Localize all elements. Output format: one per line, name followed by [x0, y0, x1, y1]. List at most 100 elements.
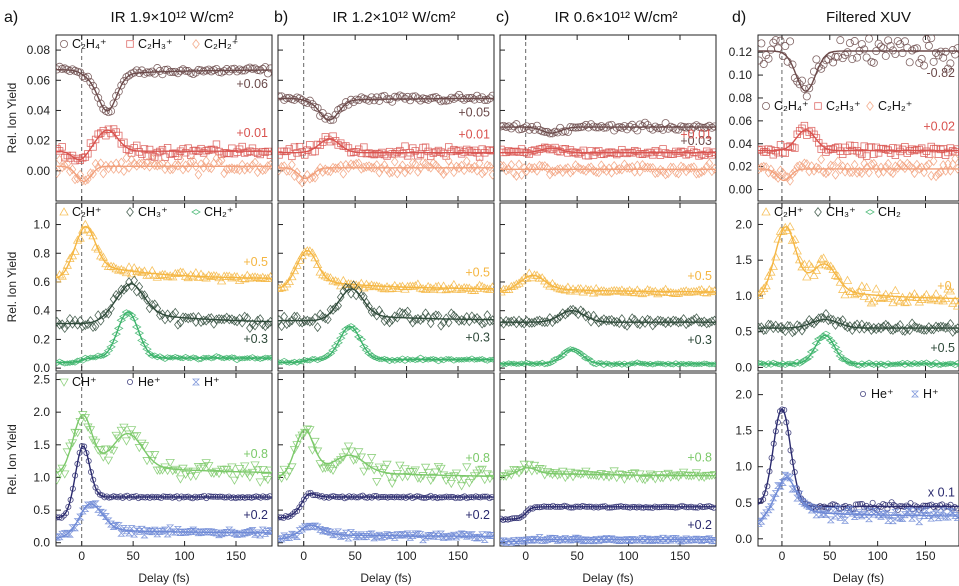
- data-point: [710, 536, 716, 544]
- offset-label: +0.03: [680, 134, 712, 148]
- series-c2h2: [278, 155, 494, 188]
- data-point: [843, 162, 852, 173]
- data-point: [477, 465, 487, 474]
- y-tick-label: 2.0: [735, 388, 752, 402]
- data-point: [831, 169, 840, 180]
- y-tick-label: 2.0: [33, 405, 50, 419]
- data-point: [370, 150, 378, 159]
- data-point: [903, 149, 912, 157]
- data-point: [517, 169, 526, 180]
- data-point: [581, 536, 590, 544]
- data-point: [232, 272, 242, 281]
- data-point: [424, 161, 432, 172]
- data-point: [607, 120, 616, 129]
- data-point: [108, 446, 119, 456]
- data-point: [937, 145, 945, 154]
- y-tick-label: 1.5: [735, 424, 752, 438]
- data-point: [805, 128, 813, 136]
- data-point: [600, 150, 608, 159]
- data-point: [858, 168, 866, 179]
- legend-marker: [191, 209, 201, 215]
- data-point: [321, 313, 330, 324]
- data-point: [710, 504, 716, 511]
- data-point: [771, 36, 780, 45]
- data-point: [331, 163, 340, 174]
- x-tick-label: 150: [670, 549, 690, 563]
- data-point: [769, 38, 778, 47]
- data-point: [278, 535, 286, 543]
- data-point: [766, 45, 775, 54]
- data-point: [224, 469, 235, 478]
- data-point: [199, 149, 208, 157]
- data-point: [206, 271, 217, 280]
- data-point: [451, 469, 462, 478]
- data-point: [600, 314, 608, 325]
- data-point: [91, 86, 100, 95]
- data-point: [442, 166, 450, 177]
- data-point: [933, 295, 944, 305]
- data-point: [452, 495, 459, 502]
- data-point: [615, 164, 624, 174]
- data-point: [300, 316, 309, 326]
- data-point: [576, 164, 585, 175]
- data-point: [886, 149, 895, 157]
- data-point: [284, 276, 295, 286]
- data-point: [625, 317, 634, 328]
- data-point: [781, 42, 790, 51]
- legend-label: CH⁺: [72, 375, 97, 389]
- data-point: [117, 81, 126, 90]
- data-point: [65, 503, 72, 510]
- data-point: [351, 455, 361, 464]
- data-point: [874, 149, 883, 157]
- series-c2h2: [500, 158, 716, 181]
- data-point: [548, 145, 557, 154]
- data-point: [344, 162, 353, 173]
- data-point: [130, 144, 138, 152]
- offset-label: +0.02: [923, 120, 955, 134]
- data-point: [452, 93, 461, 102]
- data-point: [89, 143, 97, 151]
- series-c2h4: [56, 62, 272, 117]
- data-point: [943, 284, 953, 293]
- data-point: [456, 482, 467, 491]
- data-point: [800, 499, 809, 507]
- panel-title: Filtered XUV: [826, 9, 911, 26]
- data-point: [385, 147, 394, 156]
- data-point: [669, 315, 678, 326]
- data-point: [444, 317, 453, 328]
- data-point: [320, 464, 331, 473]
- data-point: [460, 95, 469, 104]
- data-point: [507, 316, 516, 327]
- data-point: [71, 156, 79, 165]
- data-point: [908, 145, 916, 153]
- data-point: [806, 262, 817, 271]
- data-point: [225, 163, 234, 174]
- y-tick-label: 1.0: [33, 218, 50, 232]
- data-point: [877, 323, 885, 334]
- legend-marker: [911, 390, 919, 398]
- data-point: [674, 536, 683, 544]
- data-point: [905, 507, 914, 515]
- data-point: [71, 174, 79, 185]
- data-point: [669, 150, 678, 158]
- data-point: [176, 154, 185, 165]
- data-point: [93, 244, 103, 253]
- data-point: [674, 317, 683, 328]
- data-point: [695, 168, 703, 179]
- data-point: [800, 84, 809, 93]
- legend-marker: [865, 209, 875, 215]
- fit-line: [56, 445, 272, 519]
- data-point: [158, 70, 167, 79]
- data-point: [457, 160, 466, 171]
- data-point: [341, 529, 350, 537]
- data-point: [72, 429, 83, 438]
- data-point: [372, 160, 381, 170]
- data-point: [385, 317, 394, 328]
- series-he: [56, 443, 272, 521]
- x-tick-label: 150: [915, 549, 935, 563]
- data-point: [478, 93, 487, 102]
- data-point: [129, 432, 139, 441]
- offset-label: +0.01: [236, 126, 268, 140]
- data-point: [278, 315, 283, 326]
- data-point: [674, 168, 683, 179]
